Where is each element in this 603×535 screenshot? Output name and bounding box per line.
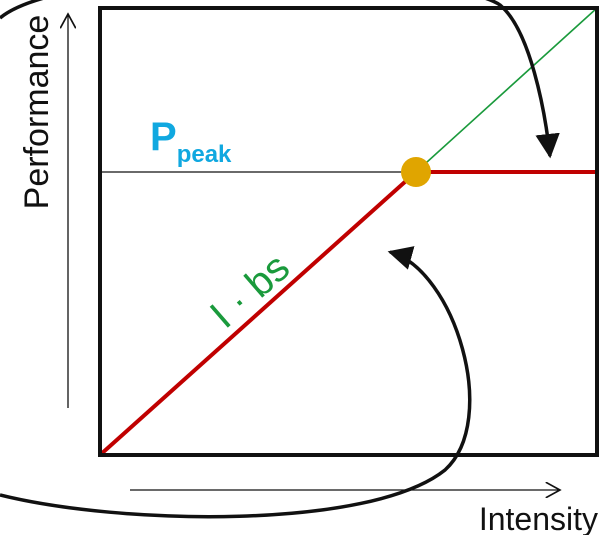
roofline-curve <box>98 170 597 457</box>
plot-frame <box>98 6 599 457</box>
curved-arrow-to-roof <box>0 0 560 159</box>
peak-performance-label: Ppeak <box>150 115 232 168</box>
y-axis-label: Performance <box>18 15 56 210</box>
bandwidth-extension-line <box>415 7 598 173</box>
x-axis-label: Intensity <box>479 501 598 535</box>
curved-arrow-to-slope <box>0 246 472 519</box>
ridge-point <box>401 157 431 187</box>
